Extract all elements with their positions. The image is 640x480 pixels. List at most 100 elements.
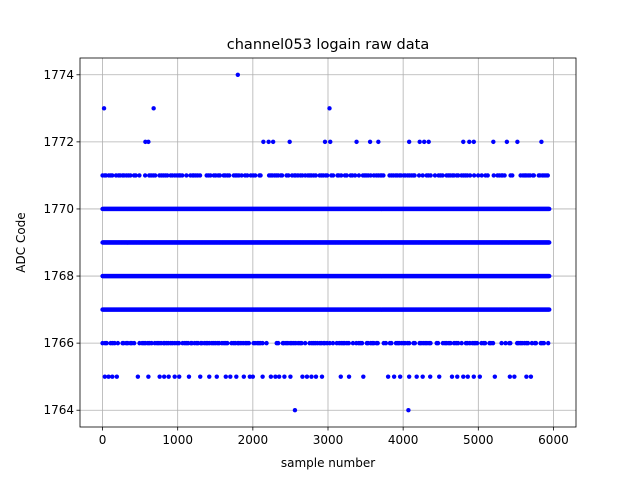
data-point — [261, 139, 266, 145]
data-point — [309, 374, 314, 379]
data-point — [461, 139, 466, 145]
chart-title: channel053 logain raw data — [227, 37, 429, 53]
data-point — [234, 374, 239, 379]
data-point — [245, 173, 250, 178]
data-point — [102, 374, 108, 379]
data-point — [112, 340, 117, 346]
data-point — [547, 240, 552, 245]
data-point — [313, 173, 318, 178]
data-point — [491, 139, 496, 145]
data-point — [172, 374, 177, 379]
data-point — [420, 173, 425, 178]
data-point — [135, 374, 141, 379]
data-point — [465, 374, 470, 379]
data-point — [327, 106, 332, 111]
data-point — [146, 139, 151, 145]
data-point — [300, 374, 305, 379]
data-point — [299, 340, 304, 346]
data-points — [100, 72, 552, 413]
data-point — [327, 340, 332, 346]
data-point — [101, 106, 107, 111]
axis-ticks: 0 1000 2000 3000 4000 5000 6000 1764 1766 1768 177… — [43, 68, 568, 447]
data-point — [499, 340, 504, 346]
data-point — [440, 173, 445, 178]
data-point — [492, 374, 498, 379]
data-point — [214, 374, 219, 379]
data-point — [507, 374, 513, 379]
y-tick-label: 1766 — [43, 336, 74, 350]
data-point — [503, 340, 508, 346]
data-point — [198, 374, 203, 379]
data-point — [250, 374, 256, 379]
x-tick-label: 0 — [99, 433, 107, 447]
data-point — [541, 340, 547, 346]
data-point — [282, 374, 287, 379]
data-point — [531, 173, 537, 178]
data-point — [417, 139, 422, 145]
x-tick-label: 4000 — [388, 433, 419, 447]
data-point — [406, 139, 412, 145]
data-point — [504, 139, 510, 145]
data-point — [286, 173, 291, 178]
data-point — [246, 340, 252, 346]
data-point — [381, 173, 386, 178]
data-point — [385, 374, 391, 379]
data-point — [288, 374, 293, 379]
y-tick-label: 1768 — [43, 269, 74, 283]
x-tick-label: 5000 — [463, 433, 494, 447]
data-point — [485, 173, 490, 178]
data-point — [133, 173, 138, 178]
data-point — [354, 139, 359, 145]
x-tick-label: 1000 — [162, 433, 193, 447]
data-point — [208, 173, 213, 178]
data-point — [412, 173, 417, 178]
data-point — [319, 374, 325, 379]
y-axis-label: ADC Code — [14, 212, 28, 272]
data-point — [539, 139, 544, 145]
data-point — [383, 340, 389, 346]
data-point — [186, 374, 192, 379]
data-point — [266, 139, 271, 145]
data-point — [475, 173, 481, 178]
data-point — [165, 173, 170, 178]
x-tick-label: 2000 — [238, 433, 269, 447]
data-point — [352, 173, 358, 178]
data-point — [104, 340, 109, 346]
data-point — [176, 340, 182, 346]
data-point — [241, 374, 247, 379]
data-point — [533, 340, 539, 346]
data-point — [525, 340, 531, 346]
data-point — [106, 374, 111, 379]
data-point — [428, 340, 433, 346]
y-tick-label: 1770 — [43, 202, 74, 216]
data-point — [449, 374, 455, 379]
data-point — [510, 173, 515, 178]
data-point — [247, 374, 253, 379]
data-point — [151, 106, 156, 111]
data-point — [166, 374, 171, 379]
data-point — [547, 273, 552, 279]
data-point — [389, 340, 394, 346]
data-point — [482, 340, 488, 346]
data-point — [448, 340, 453, 346]
data-point — [456, 173, 461, 178]
data-point — [260, 340, 265, 346]
data-point — [350, 340, 356, 346]
data-point — [276, 340, 281, 346]
data-point — [437, 374, 442, 379]
data-point — [273, 374, 278, 379]
data-point — [330, 173, 336, 178]
data-point — [455, 374, 460, 379]
data-point — [292, 408, 298, 413]
data-point — [228, 374, 233, 379]
data-point — [467, 173, 473, 178]
data-point — [528, 374, 534, 379]
data-point — [325, 173, 330, 178]
data-point — [114, 374, 120, 379]
data-point — [153, 173, 158, 178]
data-point — [467, 139, 472, 145]
data-point — [432, 173, 438, 178]
data-point — [322, 139, 328, 145]
data-point — [276, 374, 282, 379]
